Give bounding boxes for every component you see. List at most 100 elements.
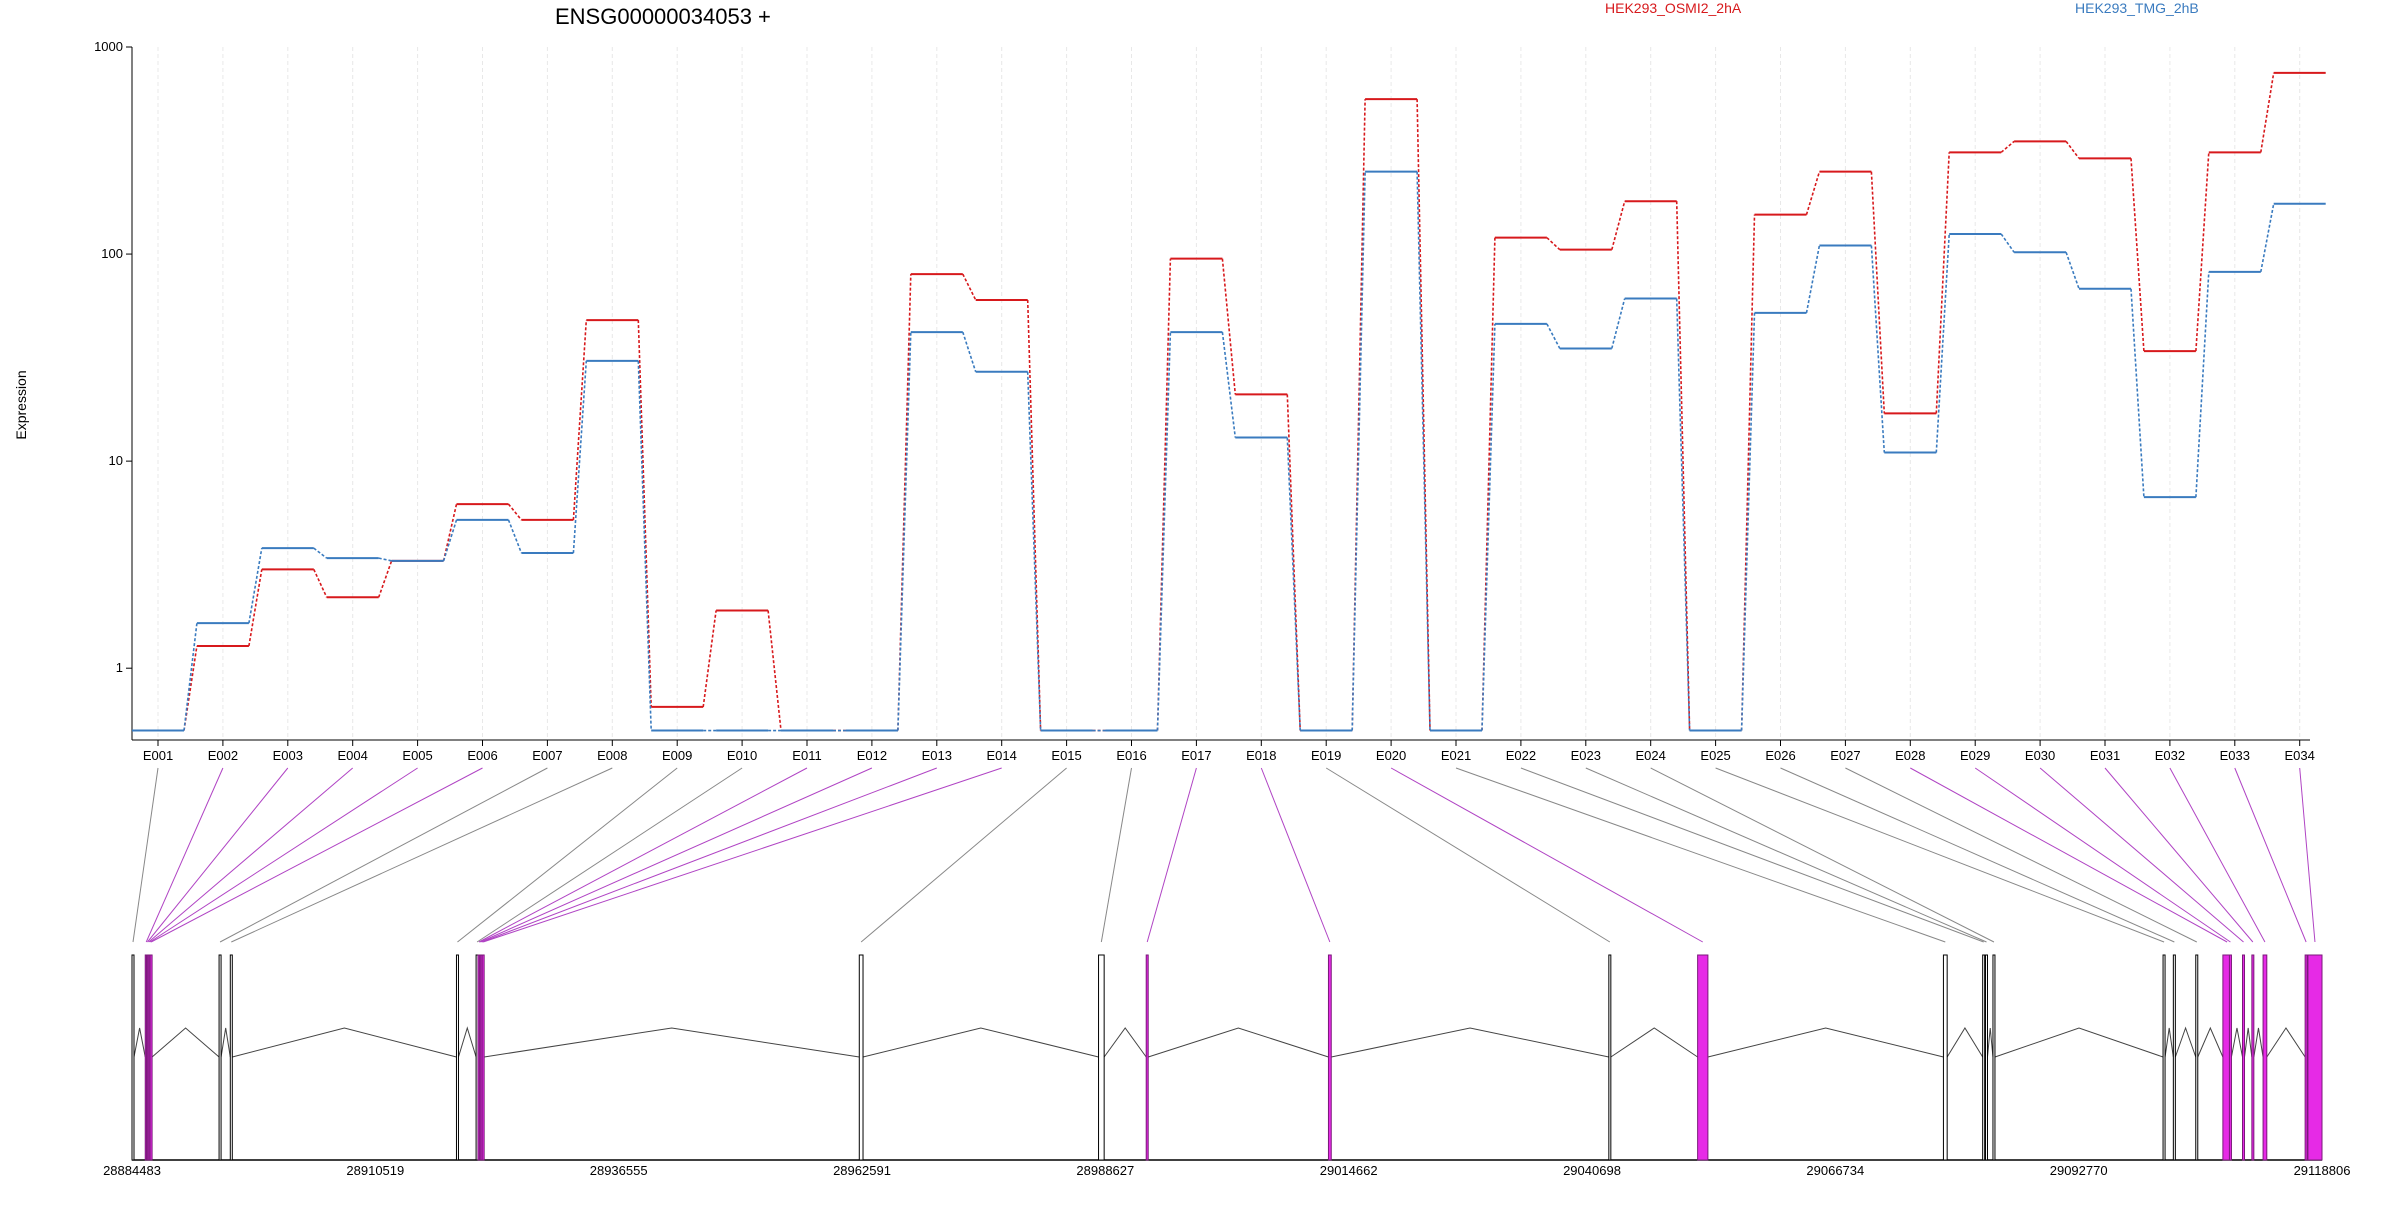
series-transition xyxy=(313,569,328,598)
exon-connector xyxy=(476,767,743,943)
axes: 1 10 100 1000 E001 E002 E003 E004 E005 E006 E007 E0… xyxy=(94,39,2315,763)
exon-box xyxy=(455,954,459,1161)
exon-box xyxy=(1327,954,1332,1161)
exon-connector xyxy=(481,767,937,943)
series-transition xyxy=(1481,237,1496,731)
exon-connector xyxy=(480,767,873,943)
exon-box xyxy=(149,954,153,1161)
exon-connector xyxy=(2299,767,2316,943)
x-tick-label: E003 xyxy=(273,748,303,763)
series-transition xyxy=(1805,171,1821,215)
exon-connector xyxy=(219,767,548,943)
exon-connector xyxy=(132,767,159,943)
intron-line xyxy=(484,1027,860,1058)
intron-line xyxy=(1331,1027,1609,1058)
exon-box xyxy=(1982,954,1986,1161)
y-tick-label: 10 xyxy=(109,453,123,468)
series-transition xyxy=(2000,140,2015,153)
coordinate-tick-label: 28910519 xyxy=(346,1163,404,1178)
x-tick-label: E005 xyxy=(402,748,432,763)
y-tick-label: 100 xyxy=(101,246,123,261)
series-transition xyxy=(1221,331,1237,438)
x-tick-label: E028 xyxy=(1895,748,1925,763)
exon-connector xyxy=(1520,767,1984,943)
exon-box xyxy=(131,954,135,1161)
series-transition xyxy=(1935,152,1950,414)
exon-connector xyxy=(147,767,289,943)
x-tick-label: E020 xyxy=(1376,748,1406,763)
coordinate-tick-label: 28988627 xyxy=(1076,1163,1134,1178)
exon-connector xyxy=(1100,767,1132,943)
x-tick-label: E006 xyxy=(467,748,497,763)
intron-line xyxy=(1994,1027,2164,1058)
series-transition xyxy=(1546,237,1561,251)
x-tick-label: E032 xyxy=(2155,748,2185,763)
intron-line xyxy=(1103,1027,1147,1058)
series-transition xyxy=(2130,158,2145,352)
exon-box xyxy=(1942,954,1948,1161)
intron-line xyxy=(1986,1027,1994,1058)
x-tick-label: E015 xyxy=(1051,748,1081,763)
x-tick-label: E034 xyxy=(2285,748,2315,763)
intron-line xyxy=(1148,1027,1329,1058)
exon-connector xyxy=(2234,767,2307,943)
y-axis-label: Expression xyxy=(13,370,29,439)
exon-box xyxy=(229,954,233,1161)
exon-box xyxy=(2228,954,2232,1161)
exon-connector xyxy=(860,767,1067,943)
exon-connector xyxy=(1455,767,1946,943)
intron-line xyxy=(2244,1027,2253,1058)
series-transition xyxy=(1481,323,1496,731)
x-tick-label: E031 xyxy=(2090,748,2120,763)
series-transition xyxy=(1611,201,1626,250)
x-tick-label: E001 xyxy=(143,748,173,763)
exon-box xyxy=(2304,954,2308,1161)
x-tick-label: E018 xyxy=(1246,748,1276,763)
x-tick-label: E017 xyxy=(1181,748,1211,763)
exon-connector xyxy=(1325,767,1611,943)
exon-connector xyxy=(483,767,1002,943)
x-tick-label: E022 xyxy=(1506,748,1536,763)
exon-connector xyxy=(1780,767,2175,943)
series-transition xyxy=(1351,171,1366,731)
series-transition xyxy=(2000,233,2015,253)
intron-line xyxy=(2197,1026,2224,1058)
series-transition xyxy=(1675,201,1691,731)
x-tick-label: E024 xyxy=(1636,748,1666,763)
series-transition xyxy=(1870,245,1886,453)
series-transition xyxy=(572,360,588,554)
series-transition xyxy=(1740,312,1756,731)
exon-box xyxy=(2172,954,2176,1161)
exon-box xyxy=(2162,954,2166,1161)
series-transition xyxy=(183,645,198,731)
chart-title: ENSG00000034053 + xyxy=(555,4,771,29)
series-transition xyxy=(2195,152,2210,352)
x-tick-label: E016 xyxy=(1116,748,1146,763)
x-tick-label: E009 xyxy=(662,748,692,763)
series-transition xyxy=(507,519,523,554)
series-transition xyxy=(2260,203,2275,273)
intron-line xyxy=(2174,1026,2197,1058)
y-tick-label: 1000 xyxy=(94,39,123,54)
exon-box xyxy=(1984,954,1988,1161)
intron-line xyxy=(2164,1027,2174,1058)
series-transition xyxy=(1935,233,1950,453)
coordinate-tick-label: 29066734 xyxy=(1806,1163,1864,1178)
exon-box xyxy=(2242,954,2246,1161)
exon-connector xyxy=(1390,767,1704,943)
series-transition xyxy=(1611,298,1626,349)
coordinate-tick-label: 28884483 xyxy=(103,1163,161,1178)
exon-connectors xyxy=(132,767,2316,943)
series-transition xyxy=(1026,299,1042,731)
series-transition xyxy=(767,610,782,731)
series-transition xyxy=(442,519,458,562)
exon-box xyxy=(481,954,485,1161)
series-transition xyxy=(1416,171,1431,731)
exon-box xyxy=(2262,954,2268,1161)
x-tick-label: E033 xyxy=(2220,748,2250,763)
x-tick-label: E025 xyxy=(1700,748,1730,763)
series-transition xyxy=(2260,72,2275,153)
grid-lines xyxy=(157,47,2301,740)
exon-box xyxy=(2251,954,2255,1161)
series-transition xyxy=(183,623,198,731)
